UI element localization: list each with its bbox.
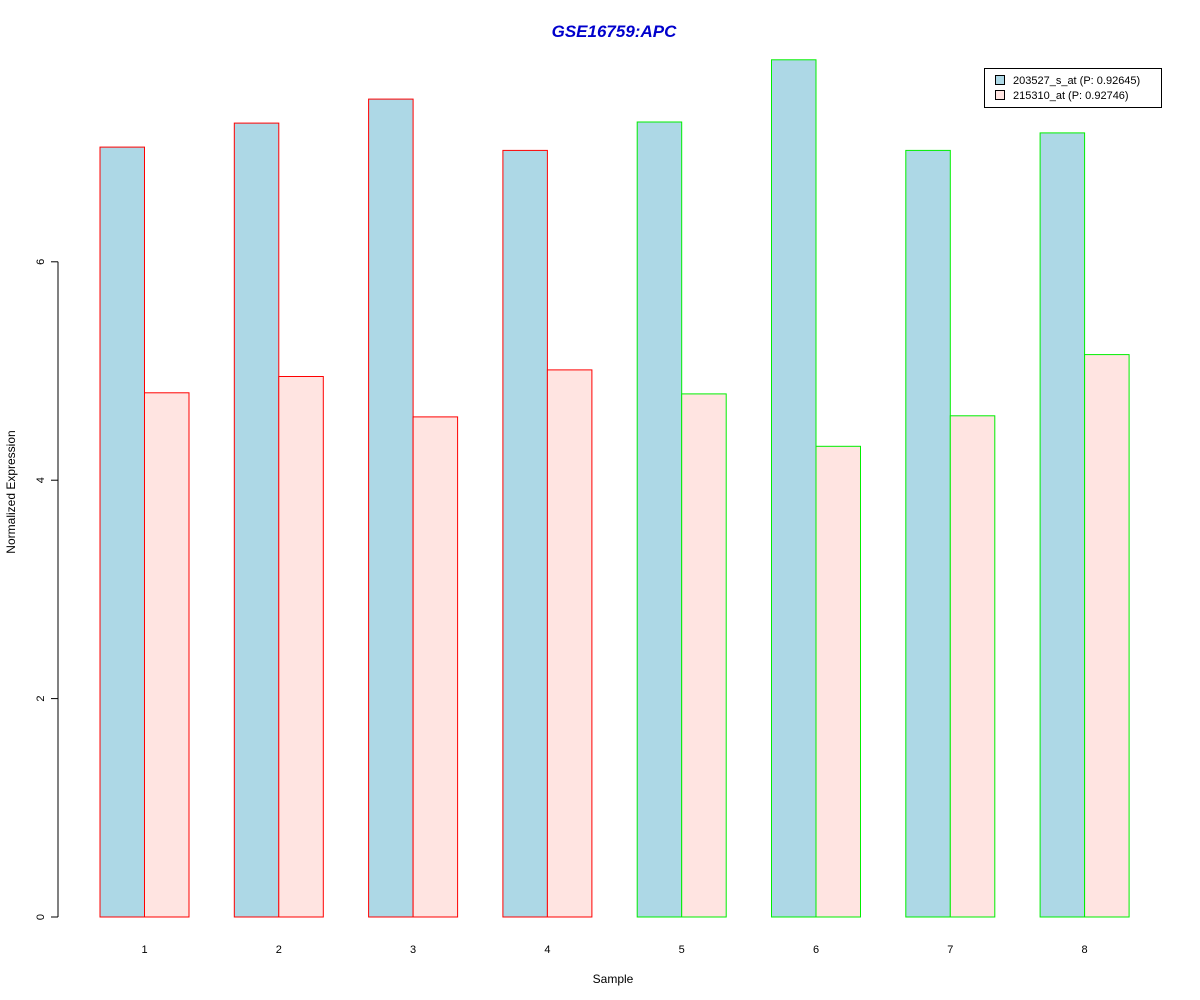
x-tick-label: 1 <box>141 944 147 956</box>
bar-sample-7-series-1 <box>905 149 951 918</box>
x-tick-label: 7 <box>947 944 953 956</box>
legend-swatch-series-2 <box>995 90 1005 101</box>
bar-sample-4-series-2 <box>546 369 593 918</box>
bar-sample-7-series-2 <box>949 415 996 918</box>
y-axis: 0 2 4 6 <box>35 259 59 920</box>
legend-item-series-1: 203527_s_at (P: 0.92645) <box>995 74 1140 88</box>
y-tick-label: 0 <box>35 914 47 920</box>
x-tick-label: 3 <box>410 944 416 956</box>
x-tick-label: 2 <box>276 944 282 956</box>
x-tick-label: 4 <box>544 944 550 956</box>
bar-sample-5-series-1 <box>636 121 683 918</box>
bar-sample-6-series-1 <box>771 59 817 918</box>
y-tick-label: 2 <box>35 696 47 702</box>
x-tick-label: 8 <box>1082 944 1088 956</box>
bar-sample-1-series-1 <box>99 146 145 918</box>
bar-sample-6-series-2 <box>815 445 861 918</box>
bar-sample-2-series-1 <box>233 122 280 918</box>
y-tick-label: 4 <box>35 477 47 483</box>
x-tick-label: 5 <box>679 944 685 956</box>
x-tick-labels: 1 2 3 4 5 6 7 8 <box>141 944 1087 956</box>
bar-sample-3-series-1 <box>368 98 414 918</box>
bar-sample-4-series-1 <box>502 149 548 918</box>
bar-sample-1-series-2 <box>144 392 190 918</box>
bar-sample-8-series-2 <box>1084 354 1130 918</box>
chart-title: GSE16759:APC <box>552 22 677 41</box>
bar-sample-2-series-2 <box>278 376 324 918</box>
legend: 203527_s_at (P: 0.92645) 215310_at (P: 0… <box>984 68 1162 108</box>
bar-sample-8-series-1 <box>1039 132 1086 918</box>
legend-item-series-2: 215310_at (P: 0.92746) <box>995 89 1129 103</box>
bars-group <box>99 59 1130 918</box>
legend-swatch-series-1 <box>995 75 1005 86</box>
y-tick-label: 6 <box>35 259 47 265</box>
legend-label-series-1: 203527_s_at (P: 0.92645) <box>1013 75 1141 87</box>
y-axis-label: Normalized Expression <box>4 430 18 553</box>
legend-label-series-2: 215310_at (P: 0.92746) <box>1013 90 1129 102</box>
x-axis-label: Sample <box>593 972 634 986</box>
bar-sample-5-series-2 <box>681 393 727 918</box>
x-tick-label: 6 <box>813 944 819 956</box>
bar-sample-3-series-2 <box>412 416 459 918</box>
